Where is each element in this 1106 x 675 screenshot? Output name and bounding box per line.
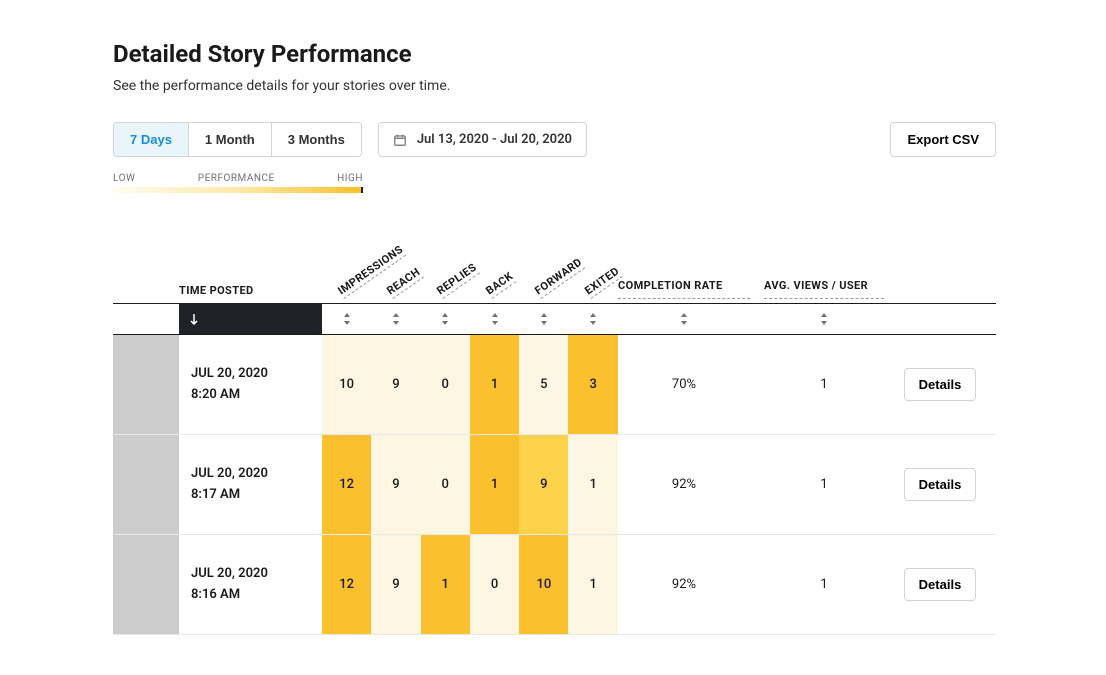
metric-cell: 12: [322, 535, 371, 634]
date-range-picker[interactable]: Jul 13, 2020 - Jul 20, 2020: [378, 122, 587, 157]
legend-low: LOW: [113, 173, 135, 184]
metric-cell: 1: [568, 435, 617, 534]
time-posted: JUL 20, 20208:17 AM: [179, 435, 322, 534]
metric-cell: 10: [519, 535, 568, 634]
sort-row: [113, 303, 996, 335]
metric-cell: 1: [470, 335, 519, 434]
metric-cell: 9: [519, 435, 568, 534]
table-row: JUL 20, 20208:20 AM109015370%1Details: [113, 335, 996, 435]
sort-icon[interactable]: [540, 313, 548, 325]
sort-icon[interactable]: [441, 313, 449, 325]
details-button[interactable]: Details: [904, 468, 977, 501]
export-csv-button[interactable]: Export CSV: [890, 122, 996, 157]
page-subtitle: See the performance details for your sto…: [113, 78, 996, 94]
metric-cell: 3: [568, 335, 617, 434]
legend-gradient: [113, 187, 363, 193]
completion-rate: 92%: [618, 535, 750, 634]
story-table: TIME POSTED IMPRESSIONSREACHREPLIESBACKF…: [113, 233, 996, 635]
completion-rate: 92%: [618, 435, 750, 534]
metric-cell: 10: [322, 335, 371, 434]
avg-views: 1: [764, 535, 884, 634]
metric-cell: 12: [322, 435, 371, 534]
metric-cell: 0: [470, 535, 519, 634]
time-posted: JUL 20, 20208:16 AM: [179, 535, 322, 634]
story-thumbnail[interactable]: [113, 535, 179, 634]
sort-icon[interactable]: [680, 313, 688, 325]
range-tab[interactable]: 7 Days: [114, 123, 189, 156]
legend-mid: PERFORMANCE: [198, 173, 275, 184]
avg-views: 1: [764, 335, 884, 434]
story-thumbnail[interactable]: [113, 435, 179, 534]
table-row: JUL 20, 20208:17 AM129019192%1Details: [113, 435, 996, 535]
metric-cell: 5: [519, 335, 568, 434]
range-tab[interactable]: 1 Month: [189, 123, 272, 156]
col-metric: REPLIES: [434, 261, 480, 299]
table-header: TIME POSTED IMPRESSIONSREACHREPLIESBACKF…: [113, 233, 996, 303]
page-title: Detailed Story Performance: [113, 40, 996, 68]
sort-icon[interactable]: [343, 313, 351, 325]
col-metric: FORWARD: [533, 255, 586, 299]
metric-cell: 0: [421, 435, 470, 534]
metric-cell: 1: [421, 535, 470, 634]
metric-cell: 9: [371, 335, 420, 434]
col-completion-rate: COMPLETION RATE: [618, 279, 750, 299]
sort-time[interactable]: [179, 304, 322, 334]
metric-cell: 1: [568, 535, 617, 634]
details-button[interactable]: Details: [904, 368, 977, 401]
metric-cell: 9: [371, 435, 420, 534]
col-metric: BACK: [483, 269, 516, 299]
avg-views: 1: [764, 435, 884, 534]
metric-cell: 1: [470, 435, 519, 534]
col-metric: REACH: [385, 265, 424, 299]
completion-rate: 70%: [618, 335, 750, 434]
controls-bar: 7 Days1 Month3 Months Jul 13, 2020 - Jul…: [113, 122, 996, 157]
performance-legend: LOW PERFORMANCE HIGH: [113, 173, 363, 193]
col-avg-views: AVG. VIEWS / USER: [764, 279, 884, 299]
date-range-text: Jul 13, 2020 - Jul 20, 2020: [417, 132, 572, 147]
range-tab[interactable]: 3 Months: [272, 123, 361, 156]
time-posted: JUL 20, 20208:20 AM: [179, 335, 322, 434]
calendar-icon: [393, 133, 407, 147]
sort-icon[interactable]: [392, 313, 400, 325]
sort-icon[interactable]: [820, 313, 828, 325]
sort-icon[interactable]: [491, 313, 499, 325]
range-segmented: 7 Days1 Month3 Months: [113, 122, 362, 157]
metric-cell: 9: [371, 535, 420, 634]
story-thumbnail[interactable]: [113, 335, 179, 434]
table-row: JUL 20, 20208:16 AM1291010192%1Details: [113, 535, 996, 635]
details-button[interactable]: Details: [904, 568, 977, 601]
sort-icon[interactable]: [589, 313, 597, 325]
metric-cell: 0: [421, 335, 470, 434]
col-time-posted: TIME POSTED: [179, 284, 322, 303]
legend-high: HIGH: [337, 173, 363, 184]
col-metric: EXITED: [582, 264, 622, 299]
